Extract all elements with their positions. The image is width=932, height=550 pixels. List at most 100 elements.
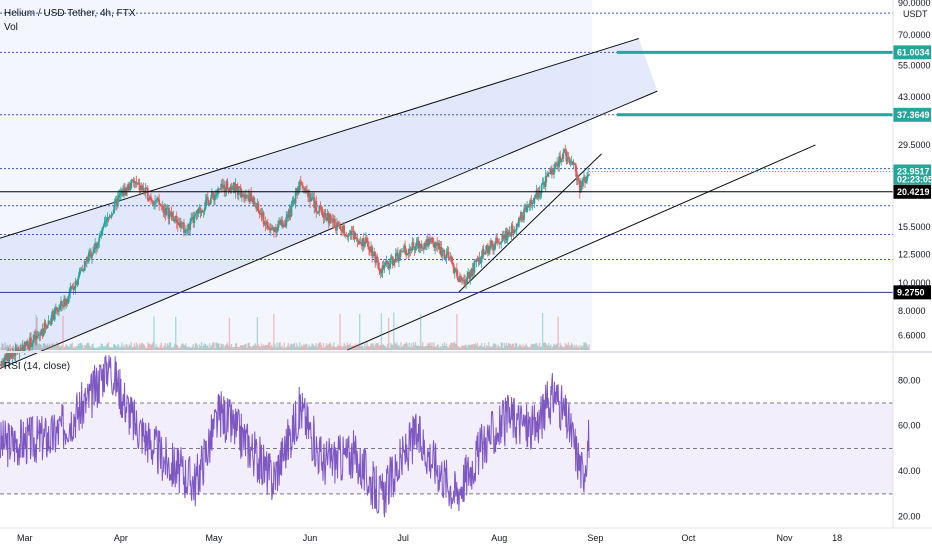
candle-body xyxy=(97,241,100,247)
volume-bar xyxy=(353,347,356,350)
candle-body xyxy=(418,247,421,249)
volume-bar xyxy=(286,345,289,350)
candle-body xyxy=(256,203,259,209)
volume-bar xyxy=(194,343,197,350)
volume-bar xyxy=(266,344,269,350)
candle-body xyxy=(562,152,565,159)
candle-body xyxy=(335,227,337,231)
candle-body xyxy=(107,217,110,218)
candle-body xyxy=(462,280,464,281)
volume-bar xyxy=(314,345,316,350)
candle-body xyxy=(466,276,469,283)
current-price-label: 23.9517 xyxy=(897,166,930,176)
candle-body xyxy=(200,210,203,213)
volume-bar xyxy=(356,344,359,350)
volume-bar xyxy=(71,342,74,350)
candle-body xyxy=(118,193,121,196)
candle-body xyxy=(10,354,13,359)
volume-bar xyxy=(584,343,586,350)
time-axis-tick: Jul xyxy=(397,533,409,543)
volume-bar xyxy=(569,345,572,350)
volume-bar xyxy=(426,345,428,350)
volume-bar xyxy=(112,344,115,350)
volume-bar xyxy=(157,346,159,350)
volume-bar xyxy=(155,343,157,350)
candle-body xyxy=(304,188,306,192)
volume-bar xyxy=(454,342,456,350)
volume-bar xyxy=(53,343,55,350)
candle-body xyxy=(293,199,296,204)
volume-bar xyxy=(571,344,574,350)
volume-bar xyxy=(133,343,136,350)
candle-body xyxy=(554,163,556,169)
candle-body xyxy=(452,264,455,273)
candle-body xyxy=(403,245,406,252)
volume-bar xyxy=(332,345,334,350)
volume-bar xyxy=(290,343,293,350)
volume-bar xyxy=(220,343,222,350)
volume-bar xyxy=(413,345,416,350)
volume-bar xyxy=(510,345,513,350)
volume-bar xyxy=(458,346,460,350)
volume-bar xyxy=(572,347,575,350)
candle-body xyxy=(104,221,107,223)
volume-bar xyxy=(459,346,461,350)
candle-body xyxy=(238,186,241,188)
volume-bar xyxy=(14,342,17,350)
volume-bar xyxy=(25,346,27,350)
candle-body xyxy=(74,281,77,289)
candle-body xyxy=(505,230,508,241)
volume-bar xyxy=(506,345,509,350)
volume-bar xyxy=(175,316,177,350)
candle-body xyxy=(68,293,71,297)
candle-body xyxy=(556,163,558,165)
volume-bar xyxy=(143,345,146,350)
history-shade xyxy=(0,0,593,350)
candle-body xyxy=(328,214,331,224)
volume-bar xyxy=(313,346,315,350)
volume-bar xyxy=(47,345,50,350)
candle-body xyxy=(508,231,511,235)
candle-body xyxy=(264,222,267,226)
volume-bar xyxy=(88,343,90,350)
price-axis-tick: 10.0000 xyxy=(898,278,931,288)
volume-bar xyxy=(485,347,487,350)
volume-bar xyxy=(362,345,364,350)
volume-bar xyxy=(138,343,141,350)
volume-bar xyxy=(307,347,309,350)
candle-body xyxy=(331,219,334,223)
candle-body xyxy=(572,163,575,165)
volume-bar xyxy=(364,342,366,350)
volume-bar xyxy=(199,346,202,350)
volume-bar xyxy=(147,342,149,350)
candle-body xyxy=(509,234,512,237)
volume-bar xyxy=(240,345,242,350)
candle-body xyxy=(173,219,176,222)
candle-body xyxy=(258,210,261,215)
candle-body xyxy=(315,201,318,212)
volume-bar xyxy=(260,343,263,350)
candle-body xyxy=(76,279,79,285)
candle-body xyxy=(54,307,57,309)
volume-bar xyxy=(521,347,523,350)
candle-body xyxy=(116,197,119,207)
candle-body xyxy=(287,214,290,219)
volume-bar xyxy=(567,342,570,350)
candle-body xyxy=(136,182,139,184)
volume-bar xyxy=(72,347,75,350)
time-axis-tick: May xyxy=(205,533,223,543)
rsi-axis-tick: 80.00 xyxy=(898,375,921,385)
candle-body xyxy=(405,249,408,256)
candle-body xyxy=(448,257,451,259)
candle-body xyxy=(471,268,474,277)
candle-body xyxy=(143,191,146,193)
candle-body xyxy=(253,197,256,206)
candle-body xyxy=(475,258,478,262)
candle-body xyxy=(127,184,130,191)
volume-bar xyxy=(577,347,579,350)
candle-body xyxy=(141,187,144,191)
candle-body xyxy=(517,218,520,227)
candle-body xyxy=(175,215,178,223)
candle-body xyxy=(579,181,582,193)
